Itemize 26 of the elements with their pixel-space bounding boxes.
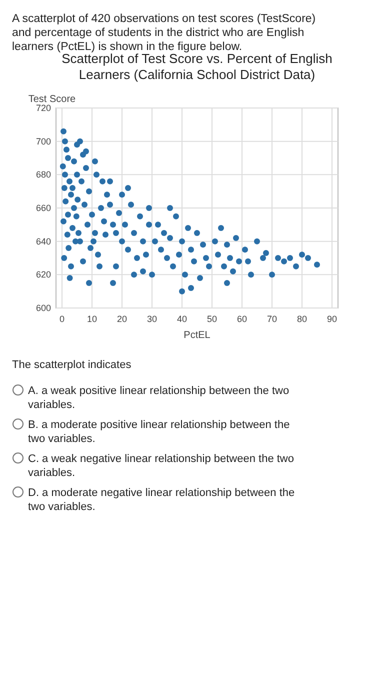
x-tick-label: 20: [116, 314, 128, 324]
x-tick-label: 10: [86, 314, 98, 324]
x-axis-title: PctEL: [184, 330, 211, 341]
x-tick-label: 90: [326, 314, 338, 324]
x-tick-label: 40: [176, 314, 188, 324]
x-tick-label: 70: [266, 314, 278, 324]
y-tick-label: 620: [36, 270, 51, 280]
y-tick-label: 720: [36, 103, 51, 113]
text: B. a moderate positive linear relationship between the two variables.: [28, 419, 290, 445]
x-tick-label: 0: [59, 314, 65, 324]
text: A scatterplot of 420 observations on test scores (TestScore) and percentage of students in the district who are English learners (PctEL) is shown in the figure below.: [12, 13, 316, 53]
chart-title: Scatterplot of Test Score vs. Percent of English Learners (California School District Data): [62, 51, 332, 82]
text: D. a moderate negative linear relationship between the two variables.: [28, 487, 295, 513]
x-tick-label: 50: [206, 314, 218, 324]
y-tick-label: 660: [36, 203, 51, 213]
y-axis-title: Test Score: [28, 94, 76, 105]
text: A. a weak positive linear relationship between the two variables.: [28, 385, 290, 411]
text: C. a weak negative linear relationship between the two variables.: [28, 453, 294, 479]
text: The scatterplot indicates: [12, 359, 132, 371]
y-tick-label: 700: [36, 136, 51, 146]
x-tick-label: 30: [146, 314, 158, 324]
y-tick-label: 680: [36, 170, 51, 180]
y-tick-label: 600: [36, 303, 51, 313]
y-tick-label: 640: [36, 236, 51, 246]
x-tick-label: 80: [296, 314, 308, 324]
x-tick-label: 60: [236, 314, 248, 324]
